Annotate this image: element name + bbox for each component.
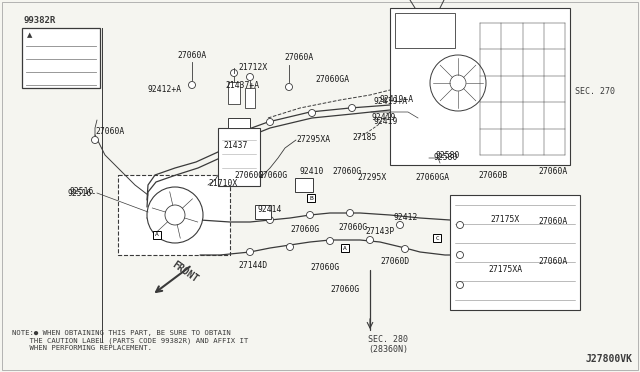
Text: 27060D: 27060D [380,257,409,266]
Text: 27143P: 27143P [365,228,394,237]
Text: 27060G: 27060G [234,170,263,180]
Text: 92419: 92419 [372,113,396,122]
Text: SEC. 270: SEC. 270 [575,87,615,96]
Circle shape [456,221,463,228]
Text: 92580: 92580 [433,154,458,163]
Text: 21710X: 21710X [208,179,237,187]
Bar [118,175,230,255]
Text: 27175XA: 27175XA [488,266,522,275]
Text: A: A [155,232,159,237]
Text: 92580: 92580 [435,151,460,160]
Text: 27060G: 27060G [310,263,339,272]
Text: 21437: 21437 [223,141,248,150]
Circle shape [430,55,486,111]
Text: B: B [309,196,313,201]
Text: 27295X: 27295X [357,173,387,183]
Text: 27060G: 27060G [332,167,361,176]
Text: 92412+A: 92412+A [148,86,182,94]
Circle shape [287,244,294,250]
Circle shape [456,251,463,259]
Text: ▲: ▲ [27,32,33,38]
Text: 27060A: 27060A [177,51,207,60]
Bar [433,234,441,242]
Circle shape [349,105,355,112]
Circle shape [246,74,253,80]
Text: 27060G: 27060G [330,285,359,295]
Text: 92414: 92414 [258,205,282,215]
Text: 21437+A: 21437+A [225,80,259,90]
Text: 27060A: 27060A [538,167,567,176]
Bar [153,231,161,239]
Bar [341,244,349,252]
Bar [218,128,260,186]
Bar [22,28,100,88]
Circle shape [367,237,374,244]
Bar [228,118,250,128]
Text: 21712X: 21712X [238,64,268,73]
Circle shape [456,282,463,289]
Text: 92412: 92412 [393,214,417,222]
Bar [307,194,315,202]
Bar [295,178,313,192]
Text: A: A [343,246,347,250]
Text: SEC. 280
(28360N): SEC. 280 (28360N) [368,335,408,355]
Text: 27060G: 27060G [338,224,367,232]
Circle shape [307,212,314,218]
Bar [450,195,580,310]
Text: 27175X: 27175X [490,215,519,224]
Text: J27800VK: J27800VK [585,354,632,364]
Bar [228,82,240,104]
Text: 92516-: 92516- [68,189,97,198]
Text: 27295XA: 27295XA [296,135,330,144]
Text: 92419: 92419 [374,118,398,126]
Circle shape [266,217,273,224]
Bar [245,88,255,108]
Circle shape [165,205,185,225]
Text: 27060A: 27060A [284,54,313,62]
Text: NOTE:● WHEN OBTAINING THIS PART, BE SURE TO OBTAIN
    THE CAUTION LABEL (PARTS : NOTE:● WHEN OBTAINING THIS PART, BE SURE… [12,330,248,350]
Text: 27060B: 27060B [478,170,508,180]
Text: 27060GA: 27060GA [415,173,449,183]
Text: 27060G: 27060G [290,225,319,234]
Circle shape [450,75,466,91]
Circle shape [246,248,253,256]
Text: 27060G: 27060G [258,170,287,180]
Circle shape [308,109,316,116]
Circle shape [326,237,333,244]
Bar [390,8,570,165]
Text: 27060A: 27060A [95,128,124,137]
Circle shape [266,119,273,125]
Bar [395,13,455,48]
Text: 92516: 92516 [70,187,94,196]
Text: 27060A: 27060A [538,218,567,227]
Text: 27185: 27185 [352,134,376,142]
Circle shape [189,81,195,89]
Text: 92419+A: 92419+A [374,97,408,106]
Circle shape [397,221,403,228]
Circle shape [285,83,292,90]
Circle shape [346,209,353,217]
Circle shape [92,137,99,144]
Text: 92419+A: 92419+A [380,96,414,105]
Text: 27060A: 27060A [538,257,567,266]
Text: 27060GA: 27060GA [315,76,349,84]
Circle shape [230,70,237,77]
Text: 92410: 92410 [300,167,324,176]
Circle shape [401,246,408,253]
Text: 27144D: 27144D [239,260,268,269]
Bar [255,205,271,219]
Text: FRONT: FRONT [170,260,200,285]
Circle shape [147,187,203,243]
Text: C: C [435,235,439,241]
Text: 99382R: 99382R [24,16,56,25]
